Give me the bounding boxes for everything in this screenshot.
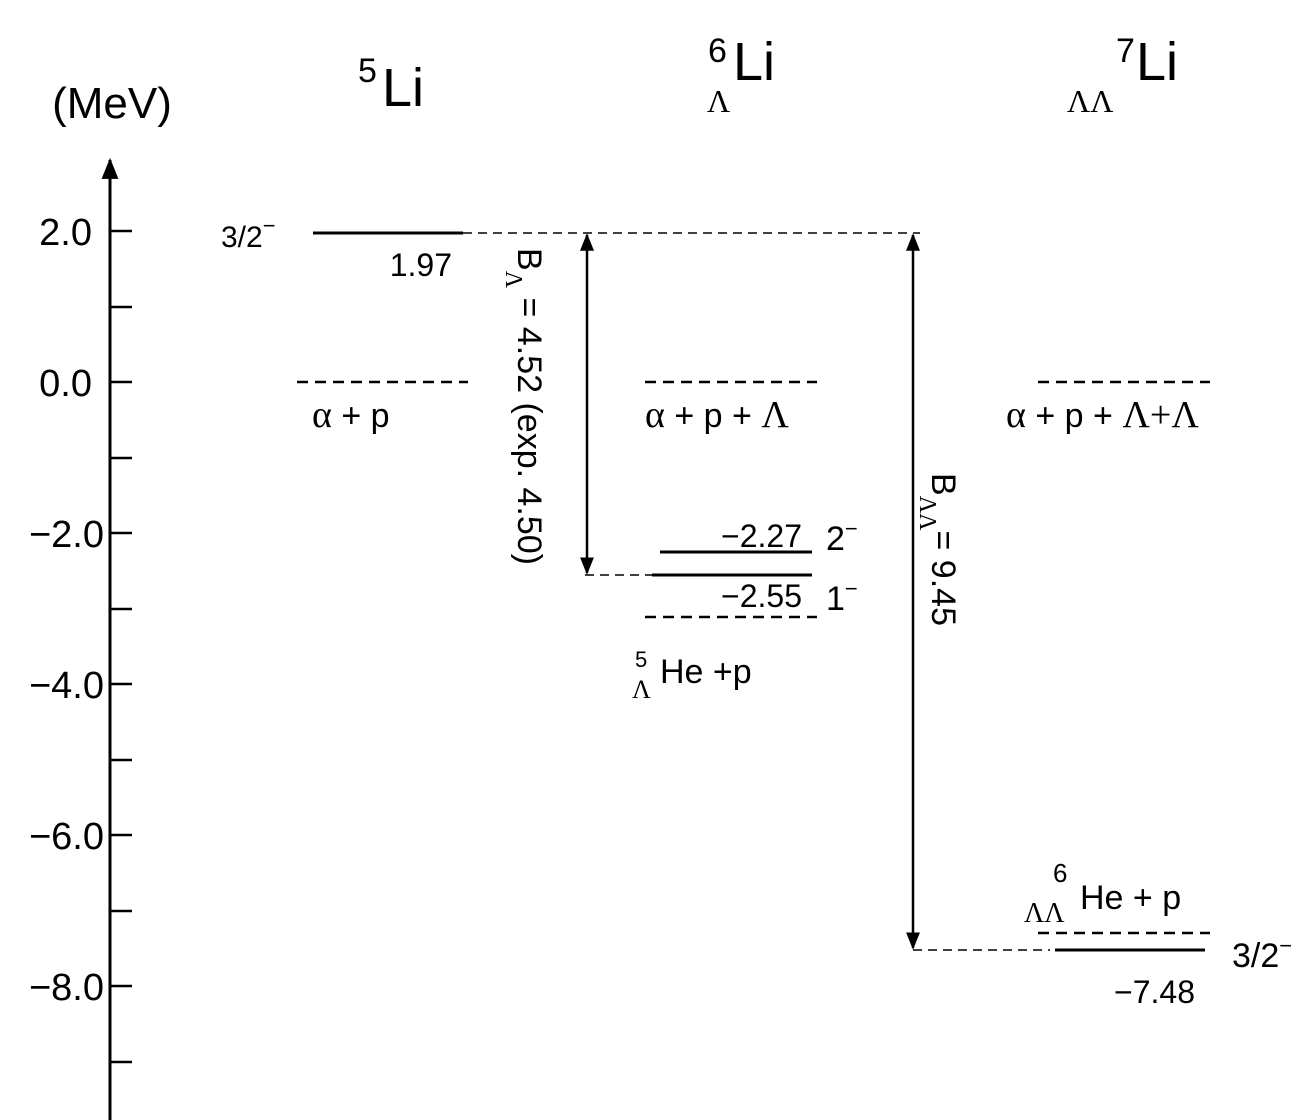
li5-column: 3/2− 1.97 α + p xyxy=(221,213,468,436)
axis-ticks xyxy=(110,229,132,1064)
li7-symbol: Li xyxy=(1136,32,1178,92)
li5-symbol: Li xyxy=(382,58,424,118)
li6-threshold-label: α + p + Λ xyxy=(645,394,789,436)
he6-mass-number: 6 xyxy=(1053,858,1067,888)
header-li7: 7 Li ΛΛ xyxy=(1067,32,1178,119)
li6-ground-energy: −2.55 xyxy=(721,578,802,614)
li6-excited-energy: −2.27 xyxy=(721,518,802,554)
he5-lambda-subscript: Λ xyxy=(632,675,651,704)
b-lambda-lambda-arrow-group: BΛΛ= 9.45 xyxy=(906,233,962,950)
li5-threshold-label: α + p xyxy=(312,394,390,436)
b-lambda-arrow-group: BΛ = 4.52 (exp. 4.50) xyxy=(500,233,594,575)
li6-mass-number: 6 xyxy=(708,32,727,70)
li5-mass-number: 5 xyxy=(358,52,377,90)
li7-lambda-lambda-subscript: ΛΛ xyxy=(1067,83,1113,119)
he6-lambda-lambda-subscript: ΛΛ xyxy=(1024,898,1065,929)
li6-ground-jp: 1− xyxy=(826,576,858,618)
tick-label: −6.0 xyxy=(29,816,104,858)
axis-unit-label: (MeV) xyxy=(52,79,172,128)
tick-label: 2.0 xyxy=(39,212,92,254)
tick-label: −2.0 xyxy=(29,514,104,556)
li7-mass-number: 7 xyxy=(1116,32,1135,70)
b-lambda-lambda-label: BΛΛ= 9.45 xyxy=(914,473,962,626)
header-li6: 6 Li Λ xyxy=(707,32,775,119)
li6-symbol: Li xyxy=(733,32,775,92)
tick-label: −8.0 xyxy=(29,967,104,1009)
he5-rest: He +p xyxy=(660,653,752,691)
li7-ground-energy: −7.48 xyxy=(1114,974,1195,1010)
li6-lambda-subscript: Λ xyxy=(707,83,730,119)
energy-axis: 2.0 0.0 −2.0 −4.0 −6.0 −8.0 xyxy=(29,157,132,1120)
he5-mass-number: 5 xyxy=(635,647,647,672)
li5-level-jp: 3/2− xyxy=(221,213,276,254)
he6-rest: He + p xyxy=(1080,879,1181,917)
he5-threshold-label: 5 Λ He +p xyxy=(632,647,752,704)
li6-excited-jp: 2− xyxy=(826,516,858,558)
li6-column: α + p + Λ −2.27 2− −2.55 1− 5 Λ He +p xyxy=(632,380,858,704)
li7-ground-jp: 3/2− xyxy=(1232,933,1292,975)
tick-label: −4.0 xyxy=(29,665,104,707)
b-lambda-label: BΛ = 4.52 (exp. 4.50) xyxy=(500,248,548,565)
he6-threshold-label: 6 ΛΛ He + p xyxy=(1024,858,1181,929)
header-li5: 5 Li xyxy=(358,52,424,118)
li7-column: α + p + Λ+Λ 6 ΛΛ He + p −7.48 3/2− xyxy=(1006,380,1292,1010)
tick-label: 0.0 xyxy=(39,363,92,405)
li7-threshold-label: α + p + Λ+Λ xyxy=(1006,394,1199,436)
li5-level-energy: 1.97 xyxy=(390,247,452,283)
